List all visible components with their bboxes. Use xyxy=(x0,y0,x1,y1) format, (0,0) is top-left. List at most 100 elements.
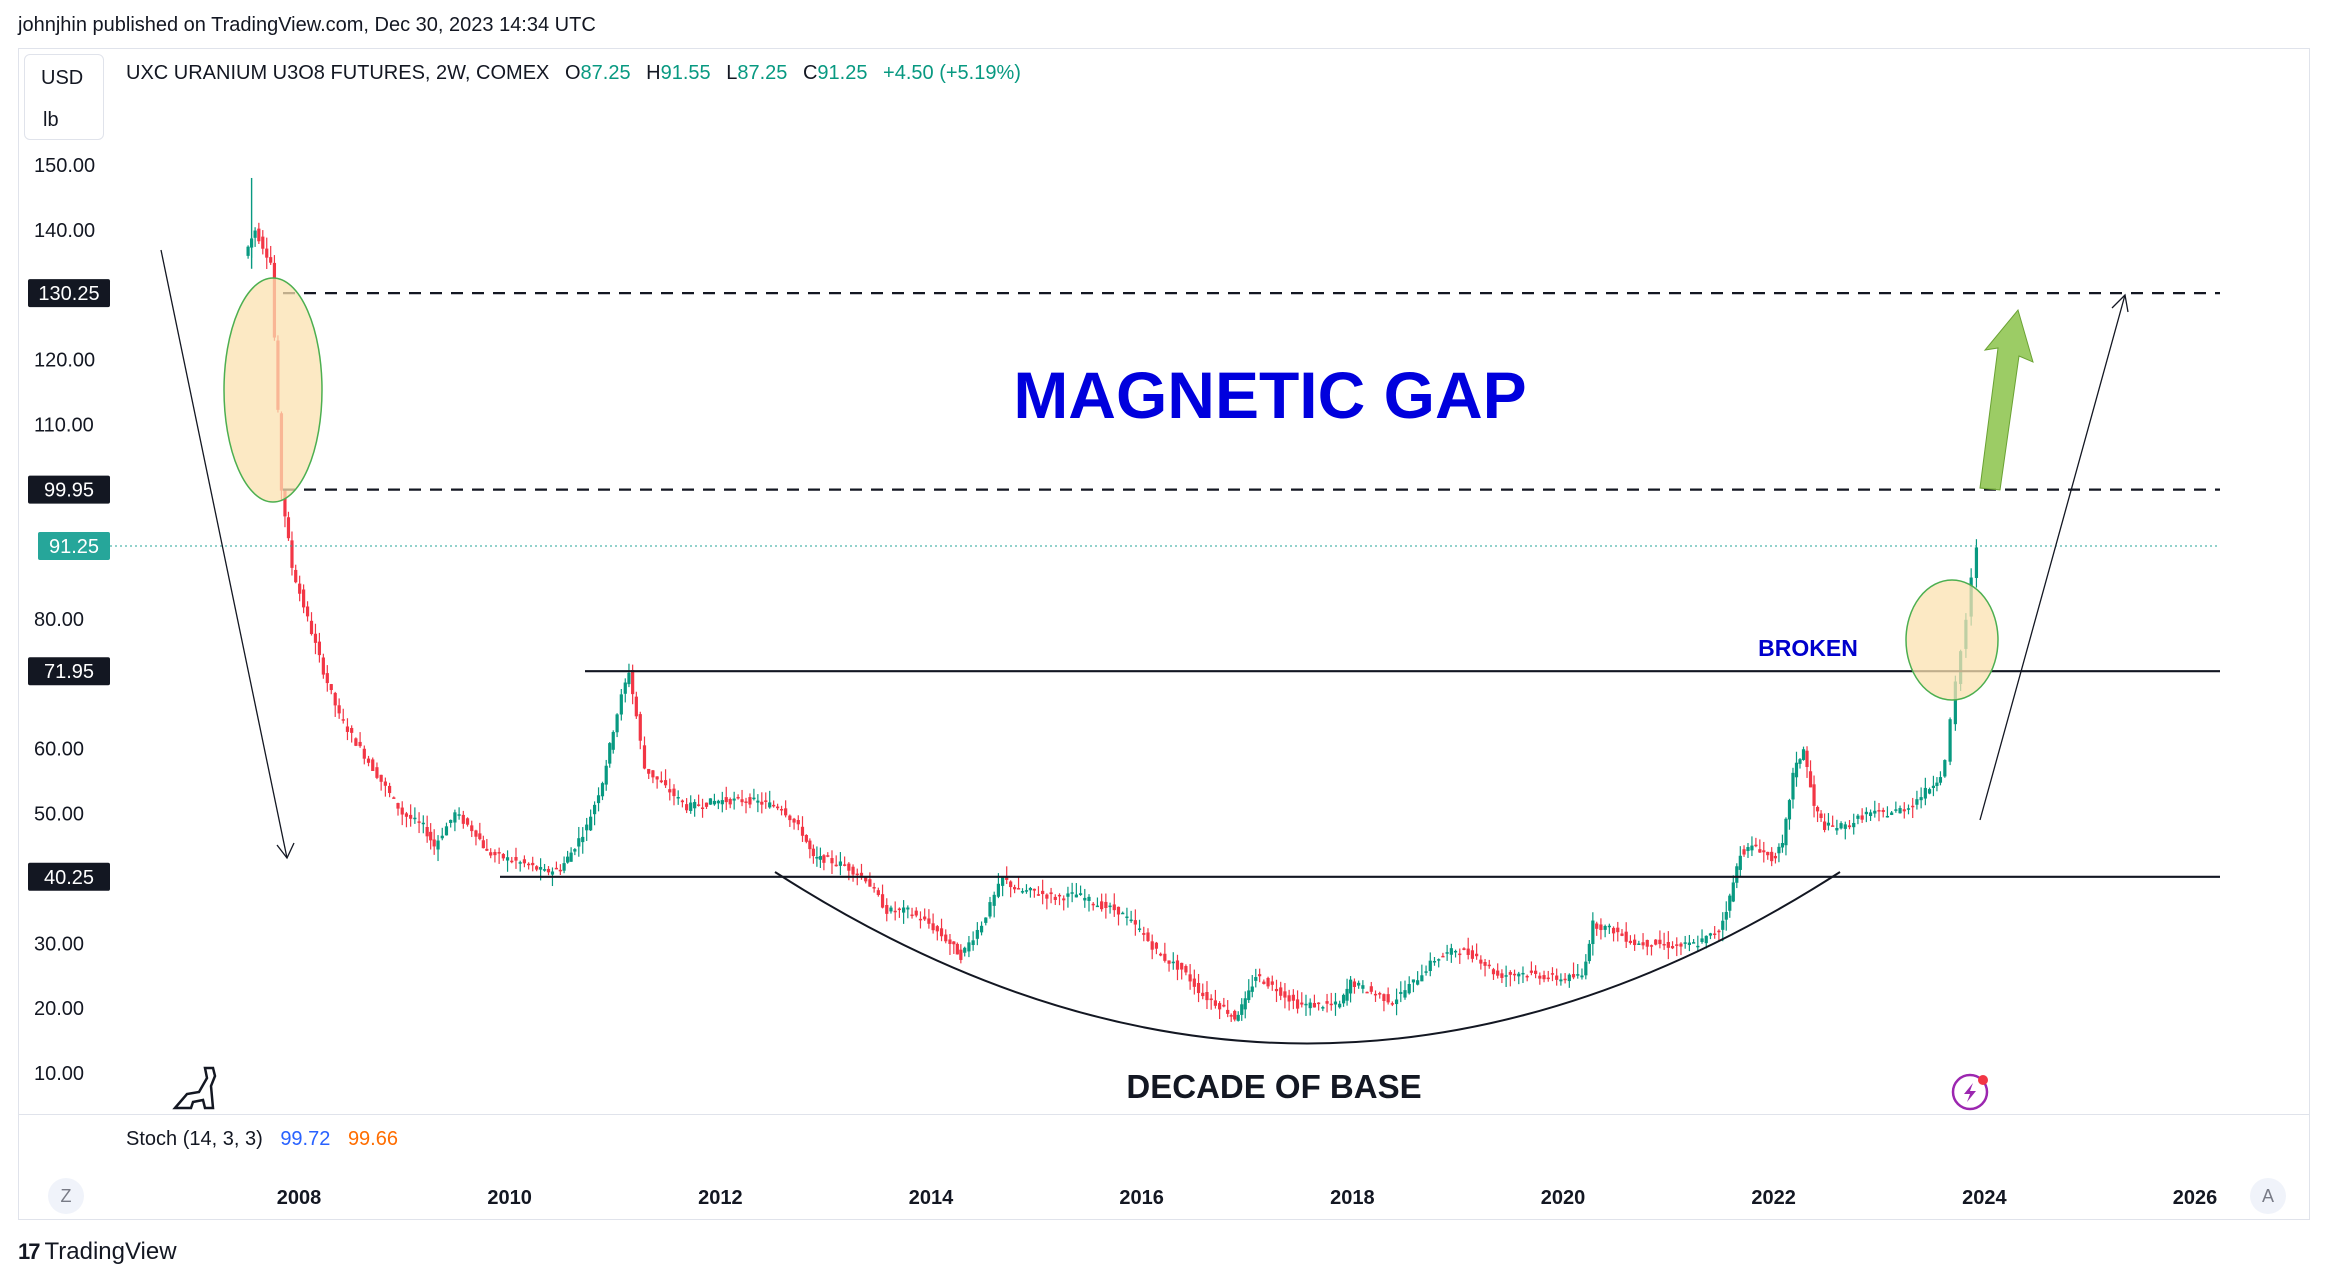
candle-body xyxy=(321,657,325,675)
candle-body xyxy=(939,928,944,937)
candle-body xyxy=(396,803,400,809)
pane-separator[interactable] xyxy=(18,1114,2310,1115)
candle-body xyxy=(1308,1002,1312,1009)
candle-body xyxy=(539,867,543,870)
candle-body xyxy=(1312,1002,1317,1008)
low-label: L xyxy=(726,62,738,84)
candle-body xyxy=(1835,827,1839,831)
candle-body xyxy=(935,926,939,932)
candle-body xyxy=(1931,785,1936,788)
candle-body xyxy=(676,796,680,799)
candle-body xyxy=(1881,810,1885,813)
candle-body xyxy=(1919,797,1923,801)
candle-body xyxy=(647,768,651,774)
candle-body xyxy=(756,800,760,803)
candle-body xyxy=(1386,994,1390,1003)
candle-body xyxy=(800,826,805,836)
candle-body xyxy=(979,925,984,933)
candle-body xyxy=(286,517,291,539)
candle-body xyxy=(1020,891,1025,893)
candle-body xyxy=(1369,986,1373,992)
candle-body xyxy=(1538,975,1542,979)
candle-body xyxy=(1624,931,1628,942)
candle-body xyxy=(815,857,819,859)
candle-body xyxy=(1013,887,1017,890)
candle-body xyxy=(712,800,717,805)
candle-body xyxy=(1399,991,1403,994)
candle-body xyxy=(589,816,593,831)
candle-body xyxy=(1683,942,1687,944)
tradingview-logo[interactable]: 17 TradingView xyxy=(18,1238,177,1266)
price-level-badge: 99.95 xyxy=(28,475,110,504)
candle-body xyxy=(325,673,329,684)
candle-body xyxy=(514,856,518,861)
candle-body xyxy=(638,714,642,741)
candle-body xyxy=(1675,944,1679,946)
candle-body xyxy=(651,770,655,778)
candle-body xyxy=(642,745,647,769)
candle-body xyxy=(914,910,918,916)
candle-body xyxy=(313,633,318,643)
candle-body xyxy=(1150,941,1154,950)
candle-body xyxy=(796,820,800,825)
candle-body xyxy=(317,641,322,656)
candle-body xyxy=(1066,893,1070,897)
candle-body xyxy=(1662,943,1666,946)
candle-body xyxy=(1236,1014,1240,1021)
tradingview-logo-icon: 17 xyxy=(18,1239,41,1264)
stoch-legend[interactable]: Stoch (14, 3, 3) 99.72 99.66 xyxy=(126,1128,398,1151)
candle-body xyxy=(302,589,306,608)
candle-body xyxy=(1815,807,1820,812)
candle-body xyxy=(1041,890,1045,895)
candle-body xyxy=(1894,809,1898,811)
candle-body xyxy=(600,783,605,797)
candle-body xyxy=(918,918,923,921)
candle-body xyxy=(1279,987,1283,996)
candle-body xyxy=(1580,975,1584,978)
candle-body xyxy=(889,907,893,912)
candle-body xyxy=(1758,849,1762,853)
unit-selector[interactable]: USD lb xyxy=(24,54,104,140)
candle-body xyxy=(984,917,988,923)
candle-body xyxy=(1713,933,1717,936)
candle-body xyxy=(527,863,531,866)
candle-body xyxy=(1420,975,1424,982)
currency-label: USD xyxy=(41,67,84,89)
candle-body xyxy=(1159,953,1163,956)
auto-scale-button[interactable]: A xyxy=(2250,1178,2286,1214)
candle-body xyxy=(1458,953,1462,956)
candle-body xyxy=(1948,719,1952,762)
zoom-button[interactable]: Z xyxy=(48,1178,84,1214)
candle-body xyxy=(944,934,948,942)
candle-body xyxy=(975,929,979,939)
open-value: 87.25 xyxy=(580,62,631,84)
candle-body xyxy=(906,907,910,910)
candle-body xyxy=(1654,939,1658,945)
candle-body xyxy=(1243,998,1247,1010)
x-tick-label: 2022 xyxy=(1751,1187,1796,1209)
candle-body xyxy=(1254,977,1258,981)
candle-body xyxy=(1049,892,1053,895)
candle-body xyxy=(1209,998,1213,1001)
candle-body xyxy=(724,797,728,803)
candle-body xyxy=(246,246,250,256)
candle-body xyxy=(1453,950,1458,953)
candle-body xyxy=(1658,939,1662,945)
candle-body xyxy=(1599,924,1603,931)
candle-body xyxy=(1462,948,1466,950)
candle-body xyxy=(265,248,269,258)
candle-body xyxy=(400,807,404,815)
candle-body xyxy=(1108,905,1112,908)
candle-body xyxy=(615,714,619,733)
trend-arrow-up xyxy=(1979,294,2126,821)
price-level-badge-bg xyxy=(28,279,110,308)
candle-body xyxy=(700,807,705,810)
candle-body xyxy=(1700,938,1704,943)
candle-body xyxy=(948,939,952,944)
candle-body xyxy=(333,692,337,706)
candle-body xyxy=(1704,935,1708,944)
symbol-legend[interactable]: UXC URANIUM U3O8 FUTURES, 2W, COMEX O87.… xyxy=(126,62,1021,85)
candle-body xyxy=(1633,939,1637,946)
tradingview-logo-text: TradingView xyxy=(44,1238,177,1265)
